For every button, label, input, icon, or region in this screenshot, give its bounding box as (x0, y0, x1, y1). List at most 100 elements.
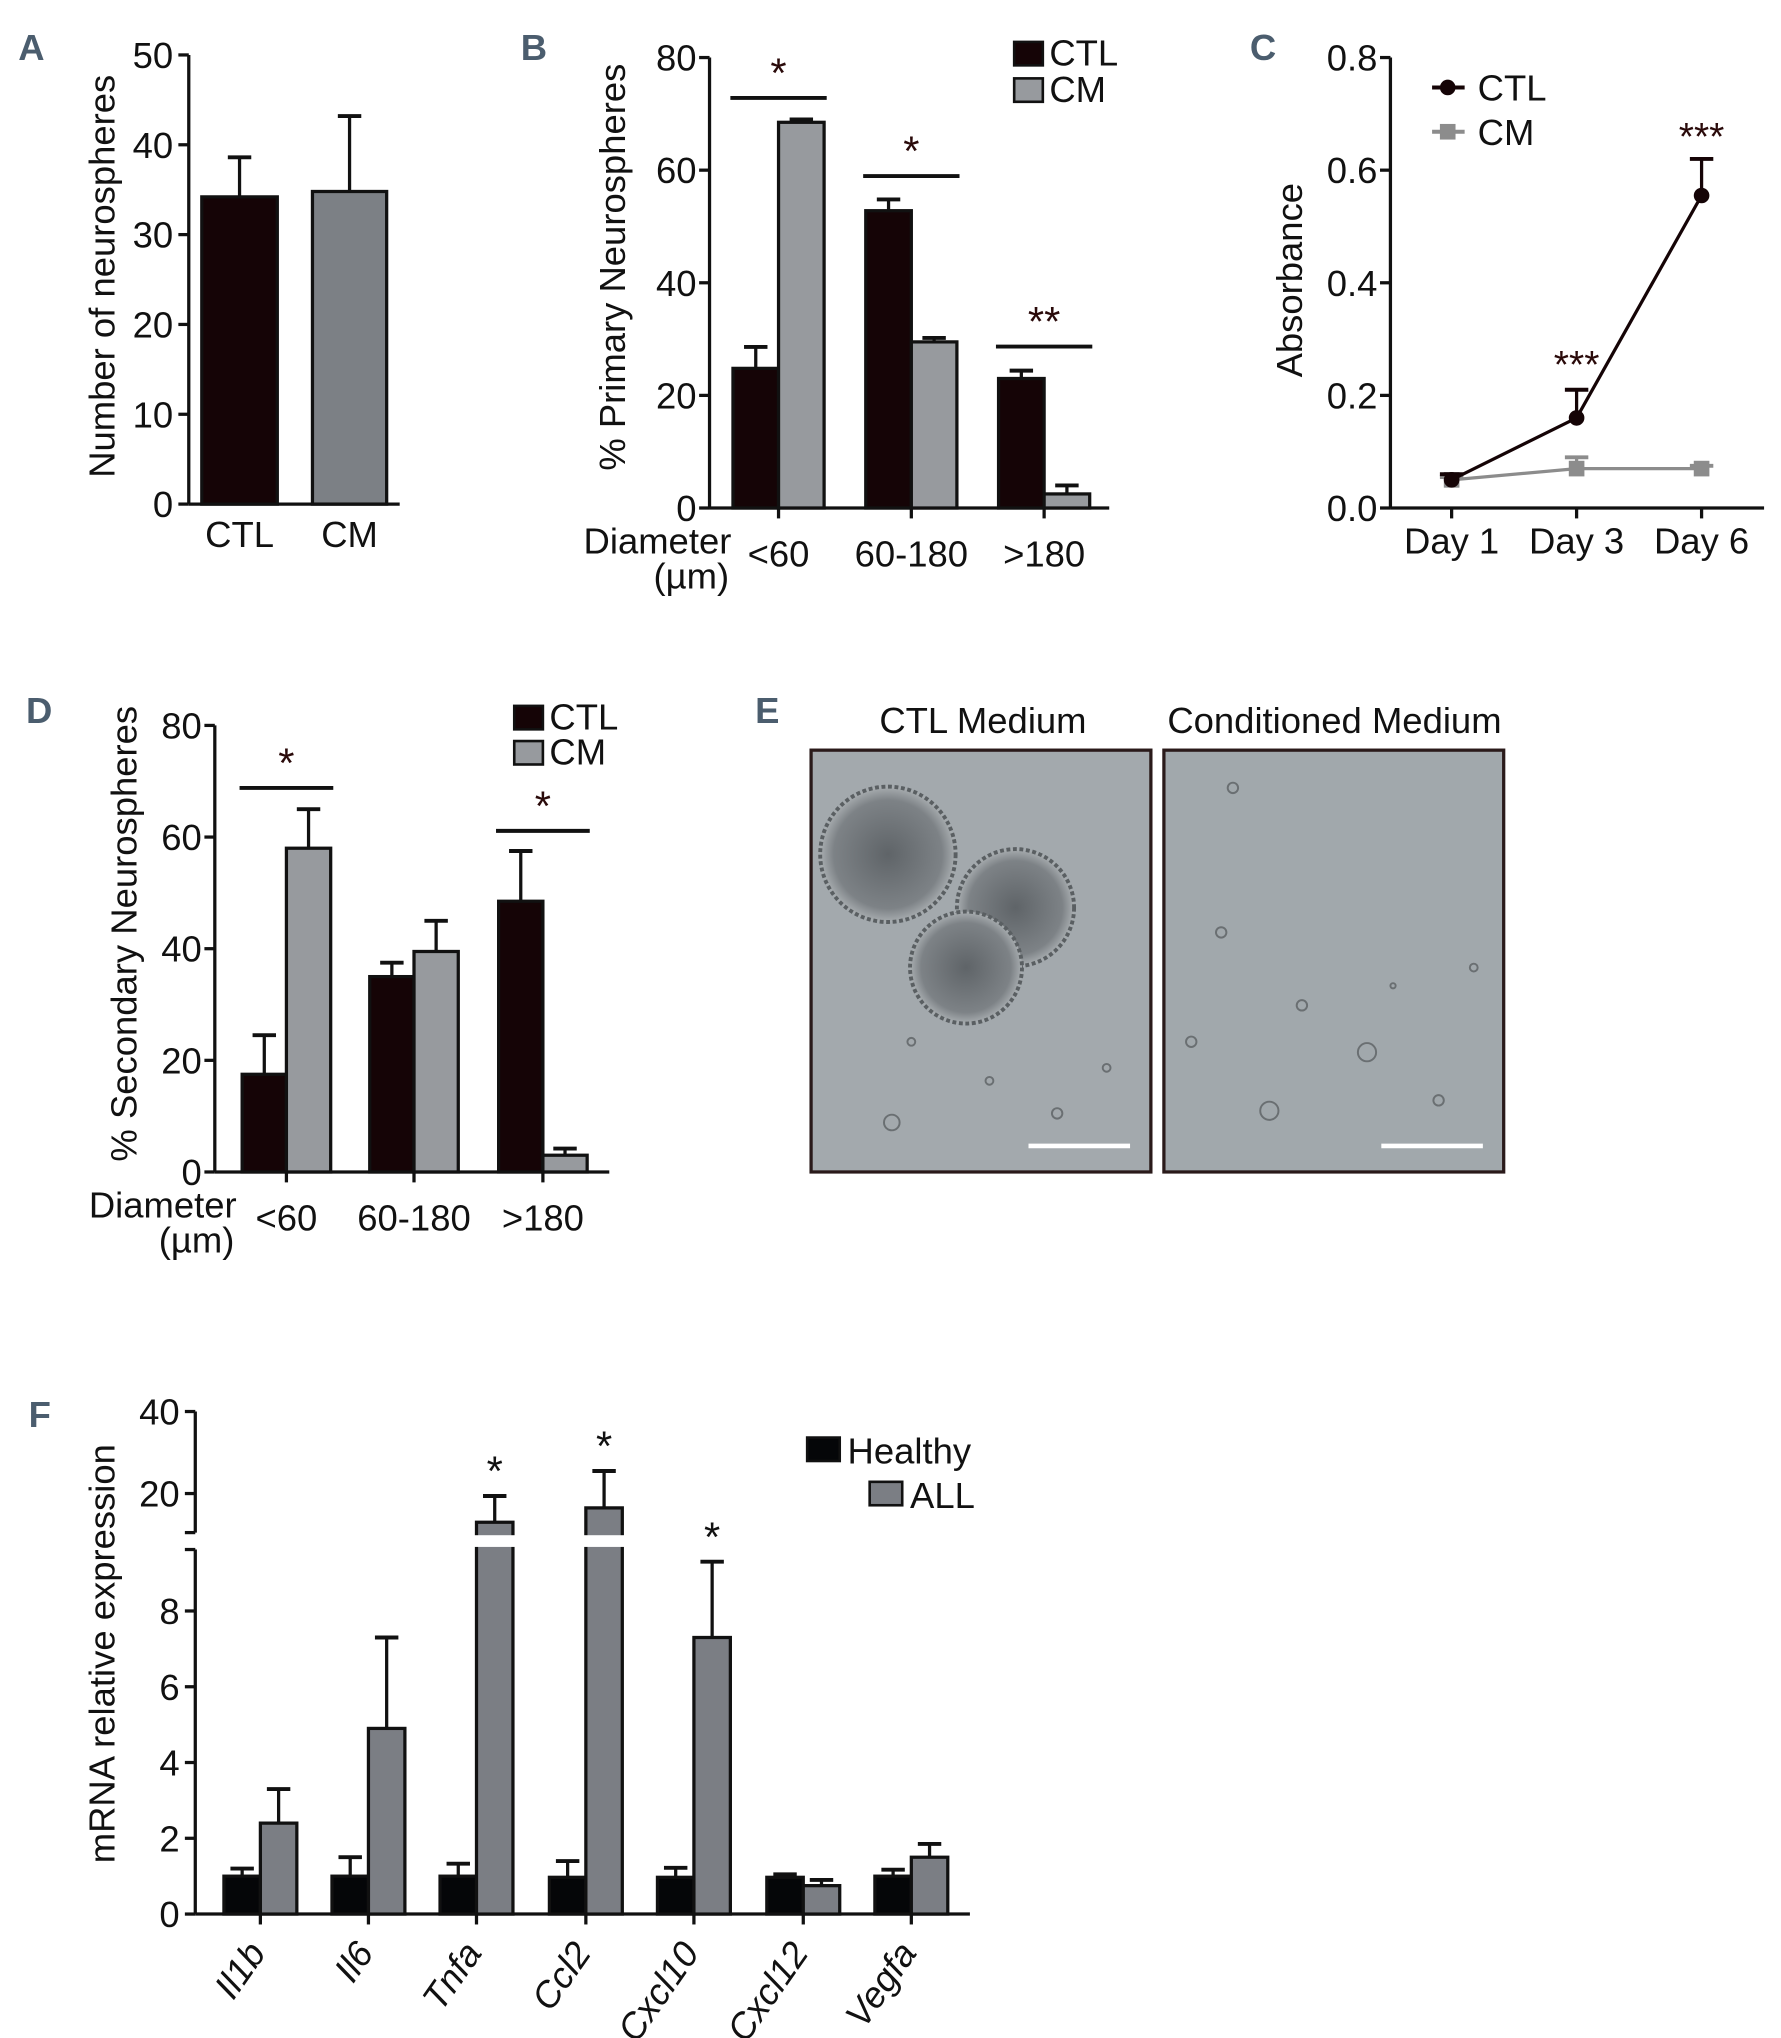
panel-label: E (755, 690, 779, 731)
cell (1226, 781, 1240, 795)
y-tick-label: 0 (159, 1894, 179, 1935)
bar-all (584, 1506, 624, 1916)
x-tick-label-vegfa: Vegfa (837, 1934, 924, 2034)
y-tick-label: 10 (133, 394, 174, 435)
axis-break-gap (583, 1535, 625, 1547)
panel-label: B (521, 27, 547, 68)
y-tick-label: 60 (161, 817, 202, 858)
x-tick-label: Day 1 (1404, 521, 1499, 562)
legend-label-cm: CM (1049, 69, 1106, 110)
y-tick-label: 30 (133, 215, 174, 256)
y-tick-label: 0.6 (1327, 150, 1378, 191)
bar-all (474, 1520, 515, 1916)
y-tick-label: 4 (159, 1743, 179, 1784)
y-tick-label: 0.2 (1327, 375, 1378, 416)
legend-label-all: ALL (910, 1475, 975, 1516)
y-tick-label: 40 (139, 1392, 180, 1433)
x-tick-label-cxcl10: Cxcl10 (609, 1934, 706, 2038)
y-tick-label: 2 (159, 1818, 179, 1859)
cell (1356, 1042, 1378, 1063)
bar-ctl (497, 899, 545, 1174)
x-tick-label: 60-180 (855, 534, 968, 575)
legend-label-cm: CM (549, 731, 606, 772)
micrograph-conditioned-medium (1162, 748, 1506, 1174)
x-tick-label-il1b: Il1b (206, 1934, 273, 2006)
panel-label: A (18, 27, 44, 68)
x-tick-label: <60 (748, 534, 810, 575)
legend-swatch-cm (1012, 77, 1045, 104)
bar-ctl (240, 1072, 289, 1174)
x-tick-label: Day 3 (1529, 521, 1624, 562)
x-tick-label: 60-180 (357, 1198, 470, 1239)
data-point-cm (1568, 460, 1585, 477)
series-line-ctl (1450, 194, 1704, 482)
significance-marker: *** (1554, 344, 1600, 387)
x-tick-label-tnfa: Tnfa (414, 1934, 489, 2017)
y-tick-label: 0 (676, 488, 696, 529)
neurosphere (908, 909, 1024, 1026)
y-axis-label: Number of neurospheres (82, 75, 123, 478)
x-tick-label: >180 (502, 1198, 584, 1239)
y-tick-label: 20 (161, 1040, 202, 1081)
x-tick-label: CM (321, 514, 378, 555)
significance-marker: * (535, 782, 551, 829)
legend-marker (1439, 79, 1456, 96)
bar-healthy (547, 1875, 588, 1916)
legend-label-ctl: CTL (549, 696, 618, 737)
y-tick-label: 20 (133, 304, 174, 345)
y-tick-label: 0.8 (1327, 38, 1378, 79)
y-tick-label: 40 (656, 263, 697, 304)
cell (906, 1036, 917, 1047)
legend-label-ctl: CTL (1049, 32, 1118, 73)
legend-swatch-cm (512, 739, 545, 766)
significance-marker: * (596, 1423, 612, 1470)
bar-ctl (864, 209, 913, 510)
bar-cm (284, 846, 333, 1174)
y-tick-label: 20 (656, 375, 697, 416)
cell (1389, 982, 1397, 990)
x-axis-label: Diameter (89, 1185, 237, 1226)
legend-label-cm: CM (1478, 112, 1535, 153)
bar-ctl (996, 376, 1046, 510)
cell (984, 1075, 995, 1086)
y-tick-label: 60 (656, 150, 697, 191)
neurosphere (818, 784, 958, 924)
image-title-ctl-medium: CTL Medium (879, 700, 1086, 741)
cell (1432, 1094, 1445, 1107)
cell (1101, 1062, 1112, 1073)
bar-all (366, 1726, 407, 1916)
y-tick-label: 40 (161, 929, 202, 970)
bar-cm (1042, 492, 1092, 510)
cell (1050, 1107, 1064, 1120)
data-point-ctl (1568, 410, 1585, 426)
x-tick-label: Day 6 (1654, 521, 1749, 562)
x-axis-label-unit: (µm) (653, 556, 729, 597)
image-title-conditioned-medium: Conditioned Medium (1167, 700, 1501, 741)
bar-healthy (655, 1875, 696, 1916)
y-tick-label: 6 (159, 1667, 179, 1708)
x-tick-label-ccl2: Ccl2 (524, 1934, 599, 2017)
bar-cm (776, 120, 826, 510)
bar-ctl (200, 195, 279, 506)
significance-marker: ** (1028, 298, 1060, 345)
y-tick-label: 0.4 (1327, 263, 1378, 304)
x-tick-label: >180 (1003, 534, 1085, 575)
x-tick-label-cxcl12: Cxcl12 (719, 1934, 816, 2038)
bar-healthy (765, 1875, 805, 1916)
bar-ctl (731, 366, 781, 510)
cell (1259, 1100, 1280, 1121)
cell (1468, 962, 1479, 973)
data-point-ctl (1693, 187, 1710, 204)
y-tick-label: 40 (133, 125, 174, 166)
data-point-cm (1693, 460, 1710, 477)
y-tick-label: 0 (153, 484, 173, 525)
legend-marker (1439, 123, 1456, 140)
x-axis-label-unit: (µm) (159, 1220, 235, 1261)
legend-swatch-healthy (805, 1436, 842, 1463)
y-tick-label: 20 (139, 1474, 180, 1515)
data-point-ctl (1443, 472, 1460, 488)
bar-all (258, 1821, 299, 1916)
significance-marker: * (278, 739, 294, 786)
panel-label: D (26, 690, 52, 731)
